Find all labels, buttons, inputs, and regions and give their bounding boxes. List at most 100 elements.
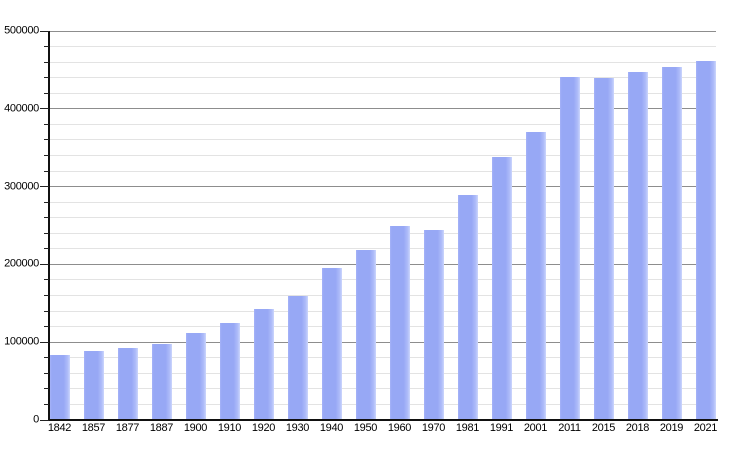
gridline-minor [49,388,716,390]
gridline-minor [49,326,716,328]
x-axis-label: 2019 [659,422,684,434]
gridline-major [49,341,716,343]
y-tick [44,139,49,141]
bar-2019 [661,66,682,420]
y-tick [44,310,49,312]
y-tick [44,170,49,172]
gridline-minor [49,139,716,141]
gridline-minor [49,61,716,63]
y-tick [44,154,49,156]
gridline-minor [49,248,716,250]
y-tick [44,248,49,250]
bar-1910 [219,322,240,420]
y-tick [40,30,49,32]
x-axis-label: 2001 [523,422,548,434]
x-axis-label: 1910 [217,422,242,434]
x-axis-label: 2015 [591,422,616,434]
bar-1857 [83,350,104,420]
y-tick [40,263,49,265]
x-axis-label: 2011 [558,422,581,434]
gridline-minor [49,170,716,172]
y-tick [40,108,49,110]
x-axis-label: 1877 [115,422,140,434]
gridline-minor [49,92,716,94]
bars-layer [49,31,716,420]
bar-1970 [423,230,444,420]
gridline-minor [49,357,716,359]
gridline-minor [49,217,716,219]
y-axis-label: 100000 [4,335,39,348]
y-tick [44,357,49,359]
y-tick [40,341,49,343]
plot-area: 0 100000 200000 300000 400000 500000 1842 1857 1… [4,25,718,434]
gridline-minor [49,46,716,48]
bar-1930 [287,296,308,420]
x-axis-label: 1970 [421,422,446,434]
gridline-minor [49,372,716,374]
y-tick [44,403,49,405]
x-axis-label: 2018 [625,422,650,434]
bar-2011 [559,76,580,420]
y-tick [44,232,49,234]
x-axis-label: 1887 [149,422,174,434]
gridline-minor [49,123,716,125]
bar-2018 [627,72,648,420]
gridline-minor [49,232,716,234]
y-tick [44,372,49,374]
gridline-minor [49,403,716,405]
y-tick [44,123,49,125]
bar-2015 [593,77,614,420]
y-tick [44,61,49,63]
gridline-minor [49,154,716,156]
y-axis-label: 200000 [4,257,39,270]
y-tick [44,388,49,390]
bar-1842 [49,355,70,420]
axes-layer [40,30,718,421]
gridline-minor [49,201,716,203]
bar-2021 [695,61,716,420]
y-axis-label: 500000 [4,24,39,37]
gridline-major [49,263,716,265]
y-tick [44,326,49,328]
x-axis-label: 1950 [353,422,378,434]
bar-1900 [185,332,206,420]
bar-2001 [525,132,546,420]
y-tick [40,419,49,421]
gridline-major [49,30,716,32]
x-axis-label: 1900 [183,422,208,434]
x-axis-line [48,419,718,421]
bar-1981 [457,195,478,420]
bar-1920 [253,308,274,420]
y-axis-label: 400000 [4,102,39,115]
gridline-major [49,108,716,110]
x-axis-label: 1930 [285,422,310,434]
bar-1960 [389,225,410,420]
gridline-minor [49,295,716,297]
x-axis-label: 2021 [693,422,718,434]
bar-1940 [321,268,342,420]
bar-1887 [151,343,172,420]
bar-1877 [117,348,138,420]
y-tick [44,201,49,203]
x-axis-label: 1857 [81,422,106,434]
x-axis-label: 1981 [455,422,480,434]
y-tick [44,46,49,48]
bar-1991 [491,157,512,420]
y-tick [44,77,49,79]
y-axis-label: 300000 [4,180,39,193]
y-tick [44,279,49,281]
gridlines-layer [49,30,716,420]
y-tick [44,92,49,94]
y-tick [44,295,49,297]
x-axis-label: 1920 [251,422,276,434]
y-tick [44,217,49,219]
x-axis-label: 1842 [47,422,72,434]
gridline-minor [49,310,716,312]
x-axis-label: 1940 [319,422,344,434]
x-axis-label: 1991 [489,422,514,434]
y-tick [40,186,49,188]
axis-labels-layer: 0 100000 200000 300000 400000 500000 1842 1857 1… [4,25,717,434]
gridline-minor [49,77,716,79]
gridline-major [49,186,716,188]
